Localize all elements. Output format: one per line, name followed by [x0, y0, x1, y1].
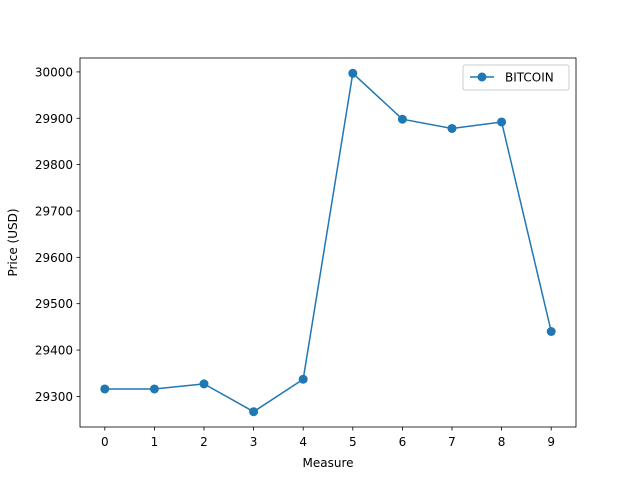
x-tick-label: 4 — [299, 435, 307, 449]
x-axis-label: Measure — [303, 456, 354, 470]
data-point — [298, 374, 308, 384]
data-point — [497, 117, 507, 127]
y-tick-label: 29900 — [35, 112, 73, 126]
data-point — [149, 384, 159, 394]
y-tick-label: 29400 — [35, 344, 73, 358]
series-line-bitcoin — [104, 72, 552, 413]
y-tick-label: 29700 — [35, 204, 73, 218]
data-point — [249, 407, 259, 417]
y-tick-label: 29800 — [35, 158, 73, 172]
series-layer — [100, 68, 556, 417]
x-tick-label: 9 — [547, 435, 555, 449]
legend: BITCOIN — [462, 64, 570, 91]
x-tick-label: 1 — [151, 435, 159, 449]
x-axis: 0 1 2 3 4 5 6 7 8 9 — [101, 427, 555, 449]
x-tick-label: 3 — [250, 435, 258, 449]
y-axis: 29300 29400 29500 29600 29700 29800 29900 30000 — [35, 65, 80, 404]
plot-frame — [79, 57, 577, 428]
data-point — [199, 379, 209, 389]
legend-box — [462, 64, 570, 91]
x-tick-label: 7 — [448, 435, 456, 449]
legend-label: BITCOIN — [505, 71, 554, 85]
x-tick-label: 8 — [498, 435, 506, 449]
legend-marker — [477, 72, 487, 82]
data-point — [397, 114, 407, 124]
x-tick-label: 2 — [200, 435, 208, 449]
y-tick-label: 29600 — [35, 251, 73, 265]
data-point — [348, 68, 358, 78]
data-point — [447, 123, 457, 133]
x-tick-label: 5 — [349, 435, 357, 449]
data-point — [546, 327, 556, 337]
x-tick-label: 6 — [399, 435, 407, 449]
y-axis-label: Price (USD) — [6, 208, 20, 276]
data-point — [100, 384, 110, 394]
y-tick-label: 30000 — [35, 65, 73, 79]
y-tick-label: 29300 — [35, 390, 73, 404]
y-tick-label: 29500 — [35, 297, 73, 311]
x-tick-label: 0 — [101, 435, 109, 449]
